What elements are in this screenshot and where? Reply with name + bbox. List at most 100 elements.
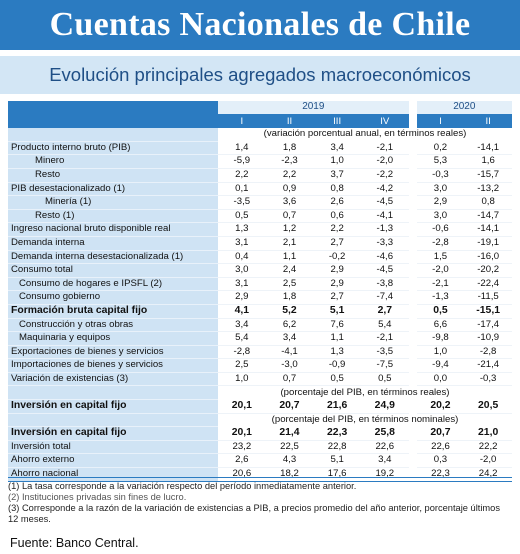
value: 18,2 (265, 467, 314, 482)
source: Fuente: Banco Central. (10, 536, 139, 550)
gap (409, 304, 417, 318)
note-row: (variación porcentual anual, en términos… (8, 128, 512, 142)
data-row: PIB desestacionalizado (1) 0,1 0,9 0,8 -4,2 3… (8, 182, 512, 197)
section-note: (porcentaje del PIB, en términos reales) (280, 386, 450, 398)
gap (409, 155, 417, 169)
row-label: Demanda interna (8, 236, 218, 251)
data-row: Maquinaria y equipos 5,4 3,4 1,1 -2,1 -9,8 -10… (8, 331, 512, 346)
value: -15,1 (464, 304, 512, 319)
value: 3,4 (265, 331, 314, 346)
section-note: (porcentaje del PIB, en términos nominal… (271, 413, 459, 425)
value: 21,4 (265, 426, 314, 441)
gap (409, 318, 417, 332)
data-row: Importaciones de bienes y servicios 2,5 -3… (8, 358, 512, 373)
value: -2,3 (265, 154, 314, 169)
value: 17,6 (313, 467, 361, 482)
data-row: Exportaciones de bienes y servicios -2,8-… (8, 345, 512, 360)
row-label: Ingreso nacional bruto disponible real (8, 222, 218, 237)
value: -4,1 (265, 345, 314, 360)
value: 3,1 (218, 236, 266, 251)
value: 0,5 (313, 372, 361, 387)
value: 22,2 (464, 440, 512, 455)
value: -16,0 (464, 250, 512, 265)
gap (409, 182, 417, 196)
value: 6,6 (416, 318, 465, 333)
value: 0,8 (313, 182, 361, 197)
value: -2,2 (360, 168, 409, 183)
data-row: Ahorro externo 2,6 4,3 5,1 3,4 0,3 -2,0 (8, 453, 512, 469)
label-cell (8, 385, 218, 401)
note-row: (porcentaje del PIB, en términos reales) (8, 385, 512, 401)
row-label: Variación de existencias (3) (8, 372, 218, 387)
value: -19,1 (464, 236, 512, 251)
row-label: Exportaciones de bienes y servicios (8, 345, 218, 360)
value: 4,1 (218, 304, 266, 319)
value: 24,9 (360, 399, 409, 414)
row-label: Maquinaria y equipos (8, 331, 218, 346)
value: 2,9 (218, 290, 266, 305)
value: 2,2 (313, 222, 361, 237)
value: 5,3 (416, 154, 465, 169)
value: -2,8 (218, 345, 266, 360)
data-row: Demanda interna 3,1 2,1 2,7 -3,3 -2,8 -19,1 (8, 236, 512, 251)
data-row: Producto interno bruto (PIB) 1,4 1,8 3,4 -2,… (8, 141, 512, 156)
value: -9,8 (416, 331, 465, 346)
row-label: Importaciones de bienes y servicios (8, 358, 218, 373)
label-cell (8, 128, 218, 142)
value: -1,3 (360, 222, 409, 237)
value: 0,5 (218, 209, 266, 224)
value: 1,6 (464, 154, 512, 169)
value: 22,6 (416, 440, 465, 455)
year: 2020 (416, 101, 512, 116)
row-label: Consumo total (8, 263, 218, 278)
gap (409, 209, 417, 223)
gap (409, 223, 417, 237)
value: 0,0 (416, 372, 465, 387)
gap (409, 236, 417, 250)
value: -4,5 (360, 263, 409, 278)
value: 22,5 (265, 440, 314, 455)
row-label: Consumo de hogares e IPSFL (2) (8, 277, 218, 292)
value: 3,6 (265, 195, 314, 210)
gap (409, 168, 417, 182)
value: 3,0 (416, 209, 465, 224)
data-row: Consumo total 3,0 2,4 2,9 -4,5 -2,0 -20,2 (8, 263, 512, 278)
value: 2,1 (265, 236, 314, 251)
row-label: PIB desestacionalizado (1) (8, 182, 218, 197)
value: 3,7 (313, 168, 361, 183)
value: -4,6 (360, 250, 409, 265)
data-row: Resto (1) 0,5 0,7 0,6 -4,1 3,0 -14,7 (8, 209, 512, 224)
value: -10,9 (464, 331, 512, 346)
value: 24,2 (464, 467, 512, 482)
value: -2,8 (416, 236, 465, 251)
value: -2,1 (360, 141, 409, 156)
value: -3,5 (218, 195, 266, 210)
value: 5,1 (313, 453, 361, 469)
value: 22,6 (360, 440, 409, 455)
gap (409, 372, 417, 386)
header-cell (8, 101, 218, 129)
value: -14,1 (464, 141, 512, 156)
data-row: Formación bruta capital fijo 4,1 5,2 5,1 2,7… (8, 304, 512, 319)
value: 1,0 (313, 154, 361, 169)
value: 2,9 (313, 263, 361, 278)
value: -4,1 (360, 209, 409, 224)
label-cell (8, 413, 218, 428)
value: -2,0 (360, 154, 409, 169)
row-label: Construcción y otras obras (8, 318, 218, 333)
data-row: Demanda interna desestacionalizada (1) 0,… (8, 250, 512, 265)
value: 1,4 (218, 141, 266, 156)
value: 20,6 (218, 467, 266, 482)
value: 20,7 (265, 399, 314, 414)
row-label: Resto (8, 168, 218, 183)
year: 2019 (218, 101, 409, 116)
data-row: Inversión en capital fijo 20,1 20,7 21,6 24,… (8, 399, 512, 414)
footnotes: (1) La tasa corresponde a la variación r… (8, 477, 512, 525)
value: -5,9 (218, 154, 266, 169)
value: 2,2 (218, 168, 266, 183)
row-label: Resto (1) (8, 209, 218, 224)
value: -11,5 (464, 290, 512, 305)
row-label: Inversión en capital fijo (8, 426, 218, 441)
value: 22,8 (313, 440, 361, 455)
quarter: II (265, 114, 314, 129)
